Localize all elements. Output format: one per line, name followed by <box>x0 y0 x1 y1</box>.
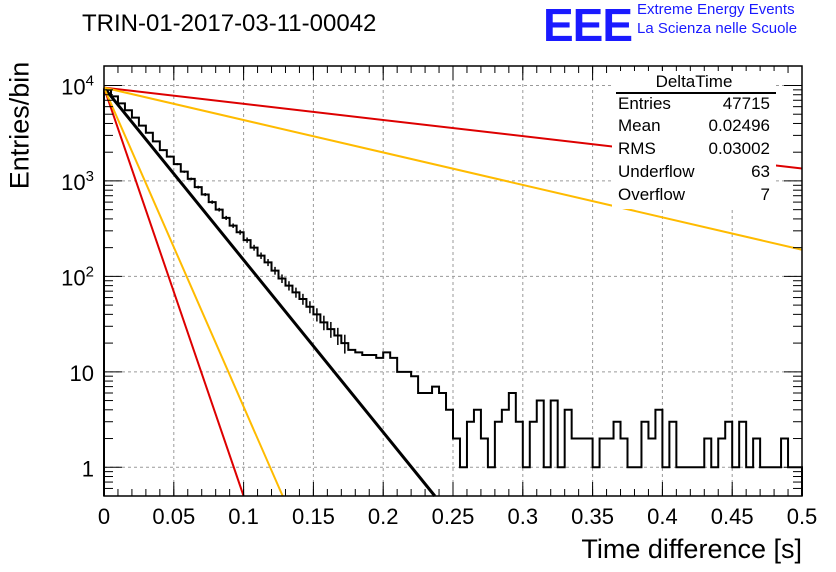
y-tick-label: 104 <box>61 72 94 99</box>
fit-line-red-2 <box>103 87 245 497</box>
stats-value: 63 <box>751 162 770 181</box>
histogram <box>103 88 803 496</box>
x-tick-label: 0.15 <box>292 504 335 529</box>
x-tick-label: 0.2 <box>368 504 399 529</box>
grid-lines <box>104 66 802 496</box>
histogram-outline <box>103 88 803 496</box>
stats-key: Overflow <box>618 185 686 204</box>
x-tick-label: 0.1 <box>228 504 259 529</box>
stats-box: DeltaTime Entries 47715 Mean 0.02496 RMS… <box>612 71 776 209</box>
stats-value: 7 <box>760 185 770 204</box>
y-tick-label: 103 <box>61 168 94 195</box>
chart-title: TRIN-01-2017-03-11-00042 <box>82 10 377 37</box>
x-tick-label: 0.35 <box>571 504 614 529</box>
stats-value: 47715 <box>722 94 770 113</box>
stats-key: Mean <box>618 116 661 135</box>
stats-row-underflow: Underflow 63 <box>618 161 770 183</box>
fit-line-orange-4 <box>103 87 284 497</box>
logo-line-1: Extreme Energy Events <box>637 1 795 18</box>
stats-key: RMS <box>618 139 656 158</box>
stats-divider <box>616 92 776 94</box>
x-tick-label: 0.05 <box>152 504 195 529</box>
y-tick-label: 102 <box>61 263 94 290</box>
eee-logo: EEE <box>543 0 633 51</box>
x-tick-label: 0.5 <box>787 504 818 529</box>
stats-key: Underflow <box>618 162 695 181</box>
x-tick-label: 0.4 <box>647 504 678 529</box>
stats-title: DeltaTime <box>655 72 733 91</box>
stats-row-overflow: Overflow 7 <box>618 184 770 206</box>
stats-key: Entries <box>618 94 671 113</box>
x-tick-label: 0.45 <box>711 504 754 529</box>
stats-row-mean: Mean 0.02496 <box>618 115 770 137</box>
stats-value: 0.03002 <box>708 139 770 158</box>
axes <box>103 65 803 497</box>
x-tick-label: 0 <box>98 504 110 529</box>
x-tick-label: 0.25 <box>432 504 475 529</box>
tick-labels: 0 0.05 0.1 0.15 0.2 0.25 0.3 0.35 0.4 0.45 0.5 1 10 1… <box>61 72 817 529</box>
stats-value: 0.02496 <box>708 116 770 135</box>
stats-row-rms: RMS 0.03002 <box>618 138 770 160</box>
stats-row-entries: Entries 47715 <box>618 93 770 115</box>
logo-line-2: La Scienza nelle Scuole <box>637 20 798 37</box>
x-axis-label: Time difference [s] <box>581 534 802 564</box>
x-tick-label: 0.3 <box>508 504 539 529</box>
y-tick-label: 10 <box>70 361 94 386</box>
y-tick-label: 1 <box>82 456 94 481</box>
fit-line-orange-3 <box>103 86 803 251</box>
fit-line-black-0 <box>102 86 437 497</box>
y-axis-label: Entries/bin <box>4 61 35 190</box>
